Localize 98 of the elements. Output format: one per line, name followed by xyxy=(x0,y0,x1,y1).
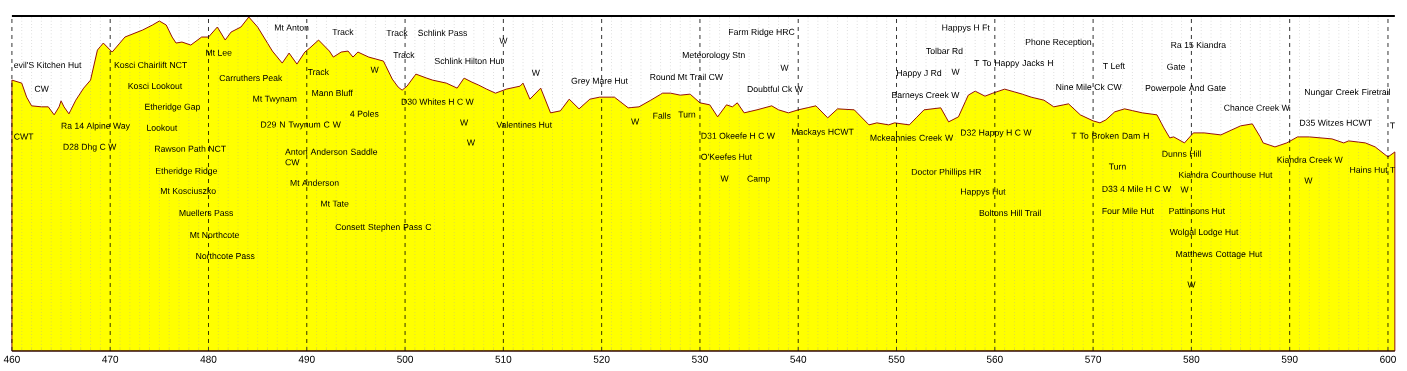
annotation: Four Mile Hut xyxy=(1102,207,1154,215)
annotation: Track xyxy=(386,29,408,36)
annotation: Wolgal Lodge Hut xyxy=(1169,228,1239,237)
annotation: D31 Okeefe H C W xyxy=(701,132,775,139)
annotation: Kosci Lookout xyxy=(128,82,183,90)
x-tick-label: 480 xyxy=(200,355,217,363)
x-tick-label: 520 xyxy=(593,355,610,363)
annotation: Falls xyxy=(653,112,671,119)
annotation: Consett Stephen Pass C xyxy=(335,223,432,232)
annotation: evil'S Kitchen Hut xyxy=(14,61,82,69)
annotation: Track xyxy=(393,51,415,59)
annotation: W xyxy=(720,175,729,182)
annotation: Kosci Chairlift NCT xyxy=(114,61,187,69)
x-tick-label: 560 xyxy=(986,355,1003,363)
annotation: Hains Hut T xyxy=(1350,166,1396,173)
annotation: Turn xyxy=(678,111,696,118)
annotation: W xyxy=(531,69,540,76)
annotation: Happy J Rd xyxy=(897,69,942,78)
x-tick-label: 500 xyxy=(397,355,414,363)
annotation: Track xyxy=(332,28,354,35)
annotation: Kiandra Creek W xyxy=(1277,156,1343,163)
x-tick-label: 540 xyxy=(790,355,807,363)
x-tick-label: 580 xyxy=(1183,355,1200,363)
annotation: Etheridge Ridge xyxy=(156,167,218,176)
annotation: Nine Mile Ck CW xyxy=(1056,83,1122,91)
annotation: CW xyxy=(34,85,49,92)
annotation: Schlink Hilton Hut xyxy=(434,57,503,65)
annotation: Powerpole And Gate xyxy=(1145,84,1226,93)
annotation: Doctor Phillips HR xyxy=(911,168,982,177)
annotation: W xyxy=(1180,186,1189,193)
annotation: Mckeahnies Creek W xyxy=(870,134,954,141)
annotation: Meteorology Stn xyxy=(682,51,745,60)
annotation: Mt Anderson xyxy=(290,179,339,186)
annotation: Schlink Pass xyxy=(418,29,468,36)
annotation: Barneys Creek W xyxy=(892,91,960,100)
annotation: Kiandra Courthouse Hut xyxy=(1179,171,1273,178)
annotation: 4 Poles xyxy=(350,110,379,117)
annotation: W xyxy=(499,37,508,44)
x-tick-label: 470 xyxy=(102,355,119,363)
annotation: Etheridge Gap xyxy=(145,103,201,112)
annotation: Phone Reception xyxy=(1025,38,1092,47)
annotation: Matthews Cottage Hut xyxy=(1176,250,1263,259)
annotation: Mackays HCWT xyxy=(791,128,854,137)
annotation: Track xyxy=(307,68,330,76)
annotation: Mann Bluff xyxy=(312,89,353,97)
annotation: Mt Kosciuszko xyxy=(160,187,216,194)
annotation: O'Keefes Hut xyxy=(701,153,753,160)
annotation: Tolbar Rd xyxy=(926,47,963,55)
annotation: Mt Tate xyxy=(321,200,349,207)
annotation: W xyxy=(951,68,960,75)
annotation: Lookout xyxy=(147,124,178,131)
annotation: Mt Anton xyxy=(274,24,309,31)
annotation: W xyxy=(780,64,789,71)
annotation: Rawson Path NCT xyxy=(155,145,226,152)
annotation: Farm Ridge HRC xyxy=(729,28,795,37)
annotation: Camp xyxy=(747,175,770,184)
x-tick-label: 570 xyxy=(1085,355,1102,363)
annotation: Round Mt Trail CW xyxy=(650,73,724,81)
annotation: Northcote Pass xyxy=(196,252,255,260)
annotation: Grey Mare Hut xyxy=(571,77,628,86)
x-tick-label: 590 xyxy=(1281,355,1298,363)
annotation: Pattinsons Hut xyxy=(1169,207,1225,215)
annotation: Doubtful Ck W xyxy=(747,85,803,93)
annotation: W xyxy=(460,119,469,126)
annotation: Nungar Creek Firetrail xyxy=(1305,88,1390,97)
annotation: Turn xyxy=(1108,163,1126,170)
annotation: D33 4 Mile H C W xyxy=(1102,185,1172,192)
annotation: T To Happy Jacks H xyxy=(974,59,1053,68)
x-tick-label: 550 xyxy=(888,355,905,363)
annotation: T Left xyxy=(1103,62,1125,70)
annotation: Chance Creek W xyxy=(1224,104,1290,111)
annotation: Mt Northcote xyxy=(190,231,239,239)
annotation: T To Broken Dam H xyxy=(1071,132,1149,139)
annotation: D30 Whites H C W xyxy=(401,98,474,105)
annotation: Carruthers Peak xyxy=(219,74,283,82)
annotation: D29 N Twynum C W xyxy=(261,121,341,130)
annotation: Boltons Hill Trail xyxy=(979,209,1041,217)
annotation: D28 Dhg C W xyxy=(63,143,117,152)
annotation: Ra 14 Alpine Way xyxy=(61,122,130,131)
annotation: CWT xyxy=(14,133,34,140)
annotation: W xyxy=(466,139,476,146)
annotation: Anton Anderson Saddle CW xyxy=(285,148,378,166)
annotation: Dunns Hill xyxy=(1162,150,1201,157)
annotation: W xyxy=(631,118,640,125)
annotation: Mt Twynam xyxy=(253,95,297,104)
annotation: Happys Hut xyxy=(961,188,1006,197)
annotation: Gate xyxy=(1167,63,1186,70)
annotation: T xyxy=(1390,122,1395,129)
x-tick-label: 600 xyxy=(1380,355,1396,363)
annotation: Happys H Ft xyxy=(942,24,990,33)
annotation: D35 Witzes HCWT xyxy=(1300,119,1372,126)
annotation: D32 Happy H C W xyxy=(961,129,1032,138)
x-tick-label: 490 xyxy=(298,355,315,363)
x-tick-label: 530 xyxy=(692,355,708,363)
x-tick-label: 460 xyxy=(3,355,20,363)
x-tick-label: 510 xyxy=(495,355,512,363)
annotation: W xyxy=(1304,177,1313,184)
annotation: W xyxy=(370,66,379,73)
